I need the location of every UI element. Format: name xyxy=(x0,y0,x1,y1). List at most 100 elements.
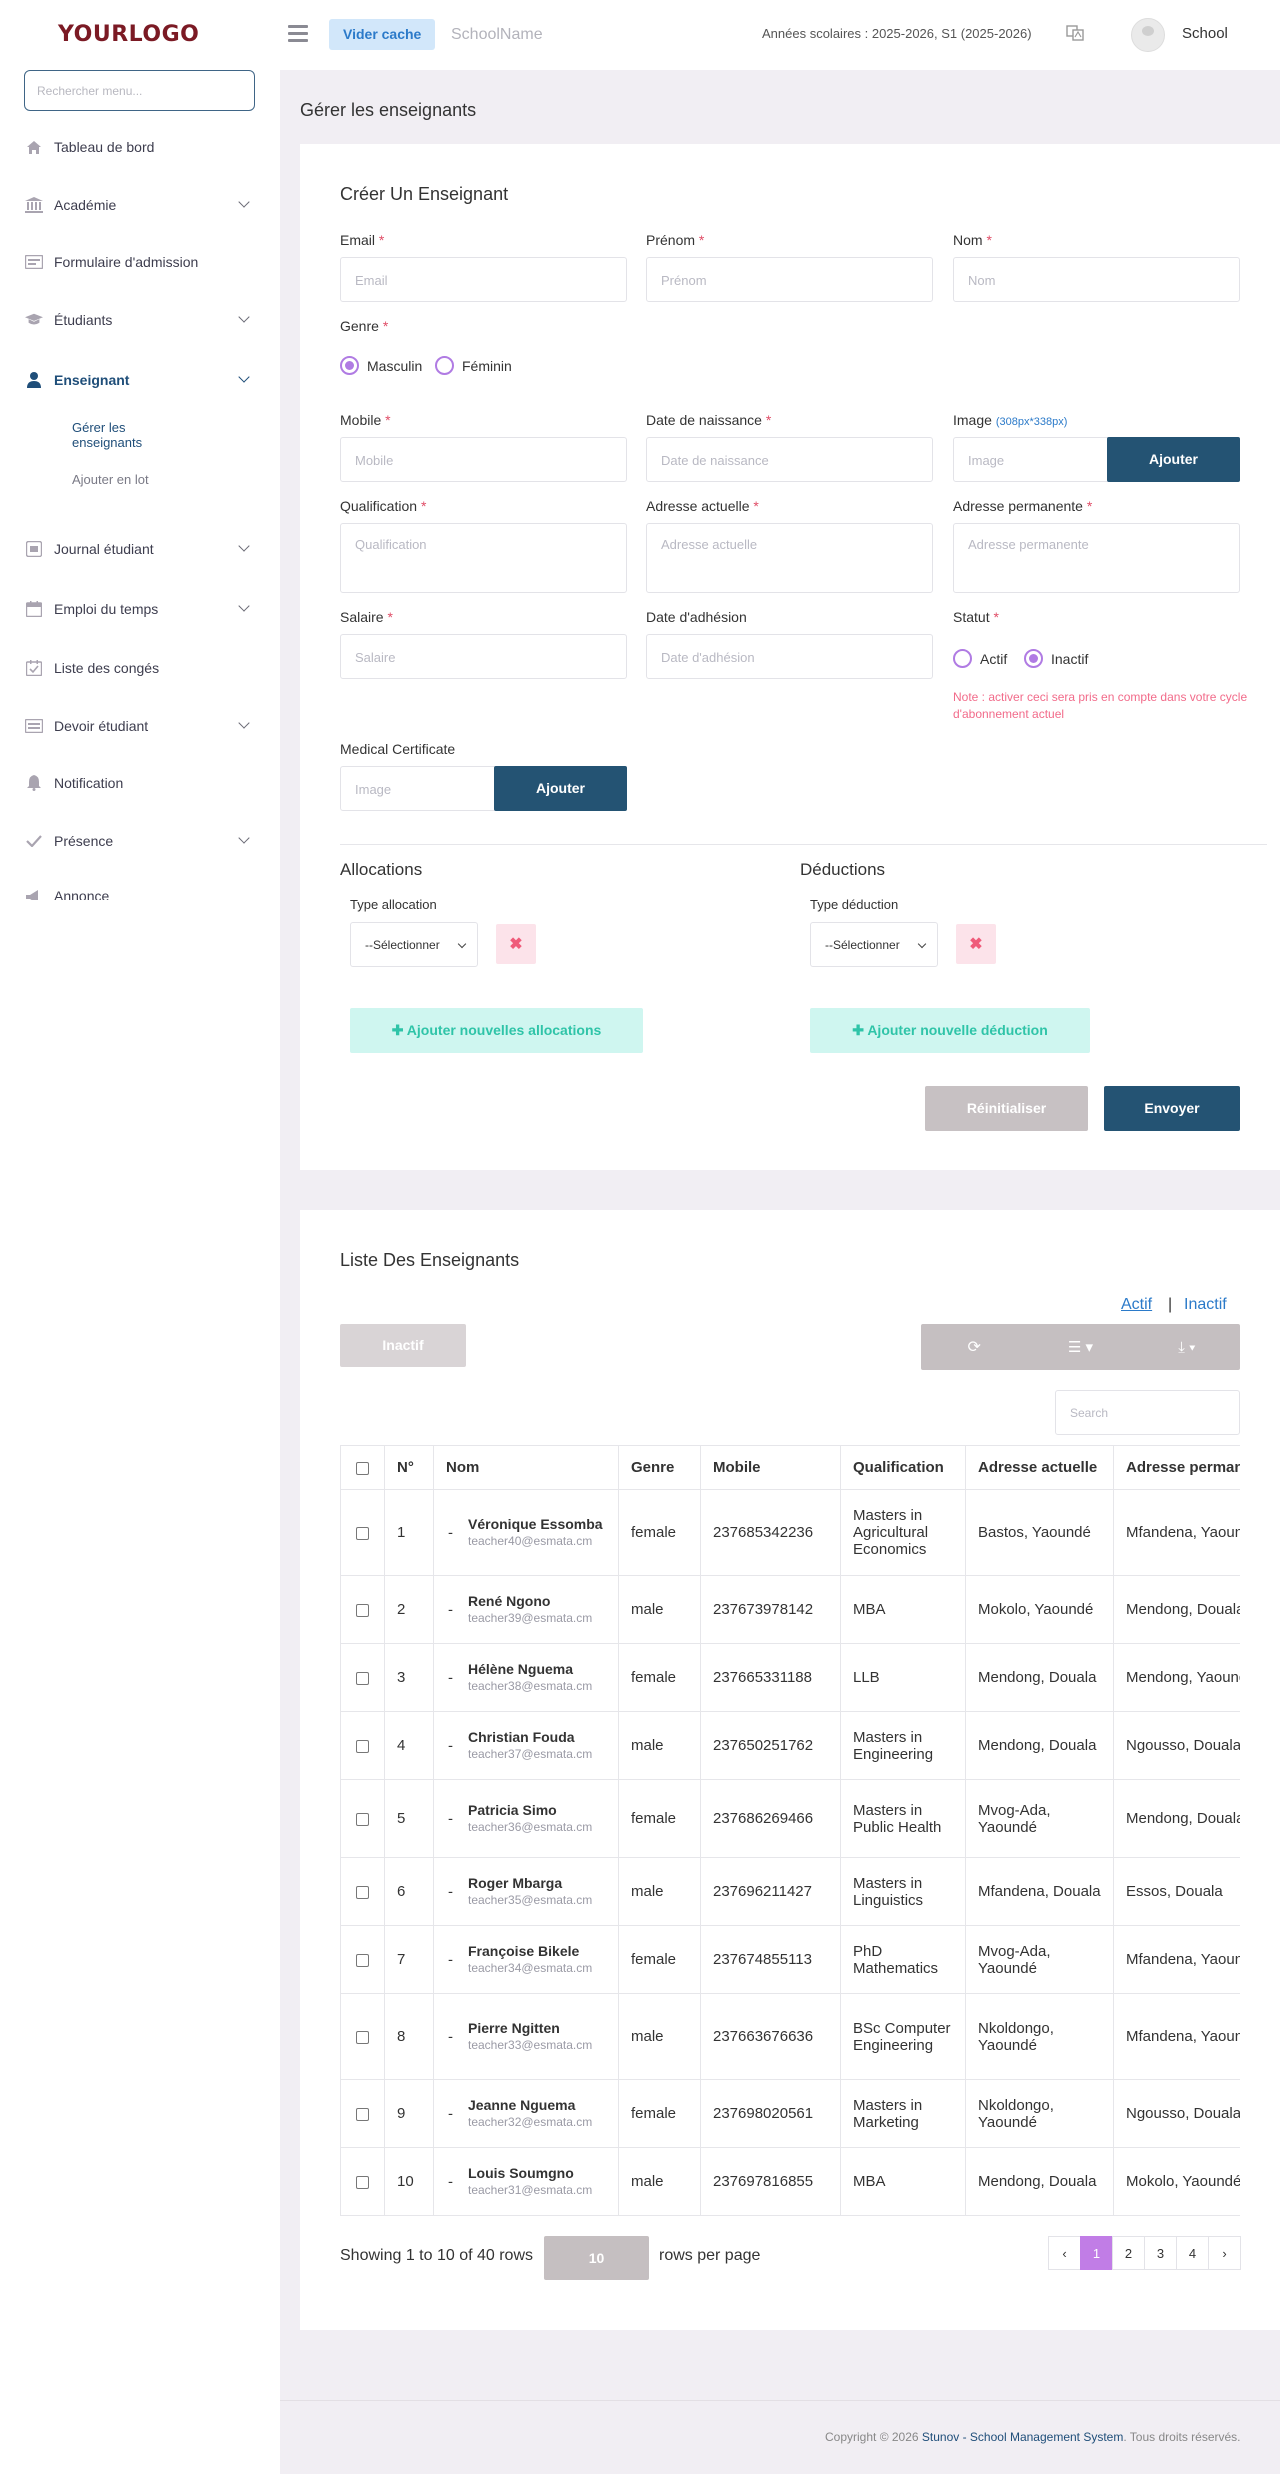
row-checkbox[interactable] xyxy=(356,2030,369,2044)
clear-cache-button[interactable]: Vider cache xyxy=(329,19,436,50)
row-checkbox[interactable] xyxy=(356,2175,369,2189)
avatar-placeholder: - xyxy=(448,2105,453,2122)
row-permanent-address: Essos, Douala xyxy=(1113,1857,1240,1926)
tab-active[interactable]: Actif xyxy=(1121,1296,1153,1313)
salary-label: Salaire * xyxy=(340,609,393,625)
col-header-number[interactable]: N° xyxy=(384,1445,434,1490)
sidebar-item-timetable[interactable]: Emploi du temps xyxy=(0,594,280,624)
chevron-down-icon xyxy=(238,371,250,383)
sidebar-item-notification[interactable]: Notification xyxy=(0,768,280,798)
menu-toggle-icon[interactable] xyxy=(288,25,308,43)
email-label: Email * xyxy=(340,232,385,248)
col-header-permanent-address[interactable]: Adresse permanente xyxy=(1113,1445,1240,1490)
sidebar-item-admission[interactable]: Formulaire d'admission xyxy=(0,247,280,277)
prenom-field[interactable]: Prénom xyxy=(646,257,933,302)
teacher-table-wrapper[interactable]: N° Nom Genre Mobile Qualification Adress… xyxy=(340,1445,1240,2226)
tab-inactive[interactable]: Inactif xyxy=(1184,1296,1227,1313)
sidebar-item-enseignant[interactable]: Enseignant xyxy=(0,365,280,395)
next-page-button[interactable]: › xyxy=(1208,2236,1241,2270)
sidebar-subitem-bulk-add[interactable]: Ajouter en lot xyxy=(72,472,149,487)
refresh-button[interactable]: ⟳ xyxy=(921,1324,1027,1370)
prev-page-button[interactable]: ‹ xyxy=(1048,2236,1081,2270)
columns-button[interactable]: ☰ ▾ xyxy=(1027,1324,1133,1370)
avatar-placeholder: - xyxy=(448,1810,453,1827)
row-checkbox[interactable] xyxy=(356,1812,369,1826)
table-row: 10- Louis Soumgno teacher31@esmata.cm male 2… xyxy=(340,2147,1240,2216)
select-all-checkbox[interactable] xyxy=(356,1461,369,1475)
sidebar-item-academie[interactable]: Académie xyxy=(0,190,280,220)
nom-field[interactable]: Nom xyxy=(953,257,1240,302)
logo[interactable]: YOURLOGO xyxy=(58,22,200,47)
avatar[interactable] xyxy=(1131,18,1165,52)
remove-allocation-button[interactable]: ✖ xyxy=(496,924,536,964)
user-name[interactable]: School xyxy=(1182,25,1228,42)
teacher-name: Hélène Nguema xyxy=(468,1661,574,1677)
remove-deduction-button[interactable]: ✖ xyxy=(956,924,996,964)
col-header-name[interactable]: Nom xyxy=(433,1445,619,1490)
email-field[interactable]: Email xyxy=(340,257,627,302)
row-select-cell xyxy=(340,1575,385,1644)
image-file-field[interactable]: Image xyxy=(953,437,1113,482)
genre-male-radio[interactable]: Masculin xyxy=(340,356,422,375)
sidebar-item-label: Académie xyxy=(54,197,117,213)
translate-icon[interactable] xyxy=(1066,24,1084,42)
page-button[interactable]: 1 xyxy=(1080,2236,1113,2270)
submit-button[interactable]: Envoyer xyxy=(1104,1086,1240,1131)
medical-file-field[interactable]: Image xyxy=(340,766,500,811)
row-checkbox[interactable] xyxy=(356,2107,369,2121)
sidebar-subitem-manage-teachers[interactable]: Gérer les enseignants xyxy=(72,420,143,450)
row-checkbox[interactable] xyxy=(356,1739,369,1753)
page-button[interactable]: 3 xyxy=(1144,2236,1177,2270)
dob-field[interactable]: Date de naissance xyxy=(646,437,933,482)
bulk-inactive-button[interactable]: Inactif xyxy=(340,1324,466,1367)
permanent-address-field[interactable]: Adresse permanente xyxy=(953,523,1240,593)
address-field[interactable]: Adresse actuelle xyxy=(646,523,933,593)
row-checkbox[interactable] xyxy=(356,1885,369,1899)
row-checkbox[interactable] xyxy=(356,1603,369,1617)
sidebar-item-label: Tableau de bord xyxy=(54,139,155,155)
row-checkbox[interactable] xyxy=(356,1953,369,1967)
col-header-gender[interactable]: Genre xyxy=(618,1445,701,1490)
sidebar-item-etudiants[interactable]: Étudiants xyxy=(0,305,280,335)
sidebar-item-journal[interactable]: Journal étudiant xyxy=(0,534,280,564)
page-button[interactable]: 2 xyxy=(1112,2236,1145,2270)
col-header-mobile[interactable]: Mobile xyxy=(700,1445,841,1490)
row-select-cell xyxy=(340,1857,385,1926)
col-header-qualification[interactable]: Qualification xyxy=(840,1445,966,1490)
col-header-address[interactable]: Adresse actuelle xyxy=(965,1445,1114,1490)
medical-add-button[interactable]: Ajouter xyxy=(494,766,627,811)
graduation-cap-icon xyxy=(25,311,43,329)
school-years[interactable]: Années scolaires : 2025-2026, S1 (2025-2… xyxy=(762,26,1032,41)
row-number: 1 xyxy=(384,1489,434,1576)
row-checkbox[interactable] xyxy=(356,1671,369,1685)
row-qualification: PhD Mathematics xyxy=(840,1925,966,1994)
deduction-type-select[interactable]: --Sélectionner xyxy=(810,922,938,967)
sidebar-item-dashboard[interactable]: Tableau de bord xyxy=(0,132,280,162)
table-search-input[interactable] xyxy=(1055,1390,1240,1435)
genre-female-radio[interactable]: Féminin xyxy=(435,356,512,375)
sidebar-item-annonce[interactable]: Annonce xyxy=(0,882,280,900)
page-button[interactable]: 4 xyxy=(1176,2236,1209,2270)
sidebar-item-presence[interactable]: Présence xyxy=(0,826,280,856)
add-deduction-button[interactable]: ✚ Ajouter nouvelle déduction xyxy=(810,1008,1090,1053)
allocation-type-select[interactable]: --Sélectionner xyxy=(350,922,478,967)
salary-field[interactable]: Salaire xyxy=(340,634,627,679)
status-inactive-radio[interactable]: Inactif xyxy=(1024,649,1088,668)
image-add-button[interactable]: Ajouter xyxy=(1107,437,1240,482)
row-number: 5 xyxy=(384,1779,434,1858)
add-allocation-button[interactable]: ✚ Ajouter nouvelles allocations xyxy=(350,1008,643,1053)
row-number: 6 xyxy=(384,1857,434,1926)
row-checkbox[interactable] xyxy=(356,1526,369,1540)
join-date-field[interactable]: Date d'adhésion xyxy=(646,634,933,679)
row-permanent-address: Mendong, Douala xyxy=(1113,1779,1240,1858)
reset-button[interactable]: Réinitialiser xyxy=(925,1086,1088,1131)
export-button[interactable]: ⤓ ▾ xyxy=(1134,1324,1240,1370)
join-date-label: Date d'adhésion xyxy=(646,609,747,625)
rows-per-page-select[interactable]: 10 xyxy=(544,2236,649,2280)
sidebar-item-homework[interactable]: Devoir étudiant xyxy=(0,711,280,741)
mobile-field[interactable]: Mobile xyxy=(340,437,627,482)
sidebar-item-leaves[interactable]: Liste des congés xyxy=(0,653,280,683)
status-active-radio[interactable]: Actif xyxy=(953,649,1007,668)
qualification-field[interactable]: Qualification xyxy=(340,523,627,593)
menu-search-input[interactable] xyxy=(24,70,255,111)
